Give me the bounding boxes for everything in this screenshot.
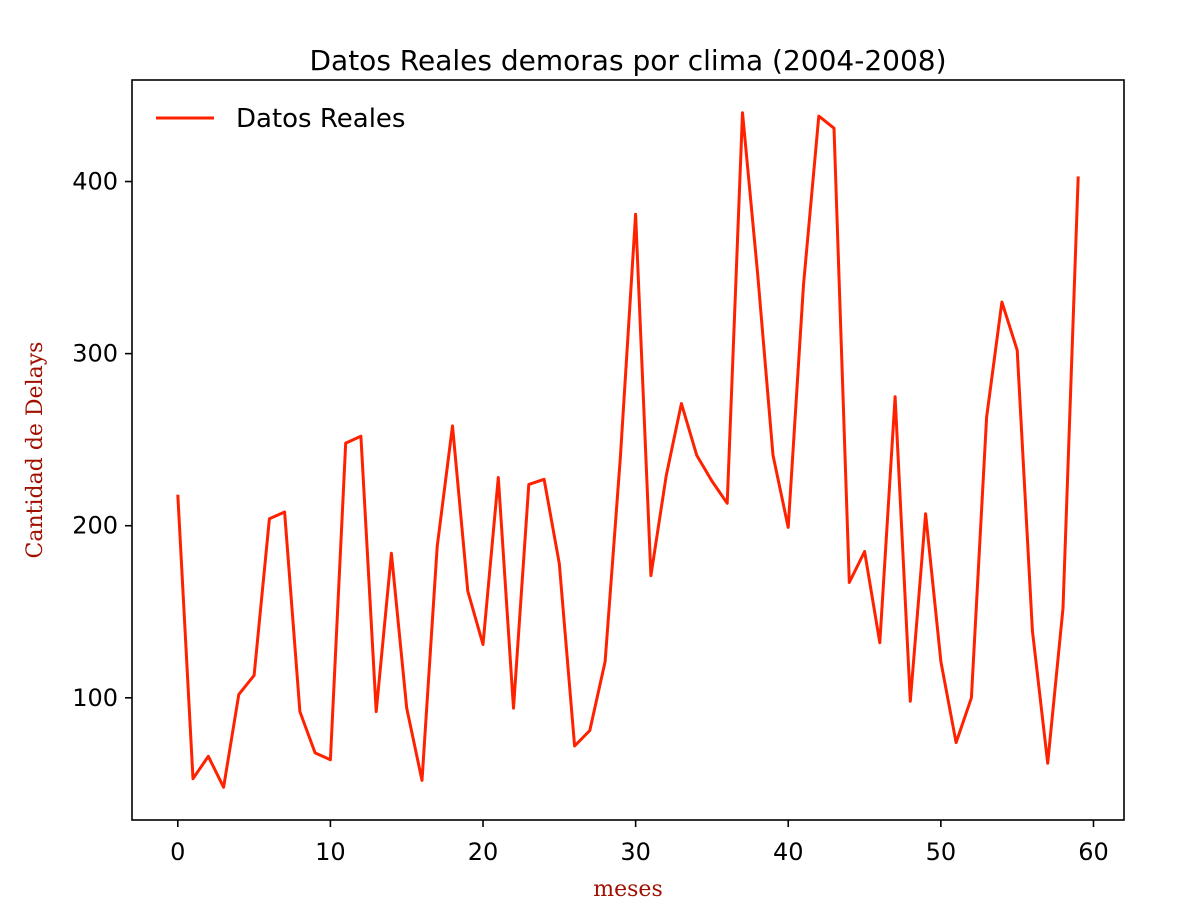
data-point <box>970 696 973 699</box>
data-point <box>222 786 225 789</box>
data-point <box>405 707 408 710</box>
y-tick-label: 300 <box>72 340 118 368</box>
legend: Datos Reales <box>156 104 405 134</box>
data-point <box>436 545 439 548</box>
data-point <box>939 660 942 663</box>
data-point <box>543 478 546 481</box>
data-point <box>726 502 729 505</box>
data-point <box>1062 607 1065 610</box>
x-tick-label: 50 <box>926 838 957 866</box>
data-point <box>497 476 500 479</box>
data-point <box>451 424 454 427</box>
data-point <box>344 442 347 445</box>
data-point <box>1016 349 1019 352</box>
data-point <box>665 474 668 477</box>
data-point <box>756 273 759 276</box>
data-point <box>314 751 317 754</box>
data-point <box>192 777 195 780</box>
data-point <box>772 454 775 457</box>
data-point <box>894 395 897 398</box>
data-point <box>604 660 607 663</box>
series-line-datos-reales <box>176 111 1080 789</box>
legend-label-datos-reales: Datos Reales <box>236 104 405 134</box>
data-point <box>1077 175 1080 178</box>
data-point <box>649 574 652 577</box>
data-point <box>710 480 713 483</box>
data-point <box>588 729 591 732</box>
x-axis: 0 10 20 30 40 50 60 <box>170 820 1109 866</box>
data-point <box>329 758 332 761</box>
x-tick-label: 60 <box>1078 838 1109 866</box>
data-point <box>482 643 485 646</box>
data-point <box>512 707 515 710</box>
data-point <box>573 745 576 748</box>
data-point <box>955 741 958 744</box>
data-point <box>863 550 866 553</box>
x-tick-label: 40 <box>773 838 804 866</box>
data-point <box>848 581 851 584</box>
data-point <box>421 779 424 782</box>
y-tick-label: 200 <box>72 512 118 540</box>
data-point <box>1031 629 1034 632</box>
data-point <box>268 517 271 520</box>
x-tick-label: 0 <box>170 838 185 866</box>
x-tick-label: 30 <box>620 838 651 866</box>
chart-title: Datos Reales demoras por clima (2004-200… <box>309 44 946 77</box>
data-point <box>1000 301 1003 304</box>
data-point <box>924 512 927 515</box>
x-tick-label: 20 <box>468 838 499 866</box>
data-point <box>817 115 820 118</box>
data-point <box>253 674 256 677</box>
data-point <box>1046 762 1049 765</box>
data-point <box>558 562 561 565</box>
data-point <box>878 641 881 644</box>
y-axis: 100 200 300 400 <box>72 168 132 712</box>
data-point <box>207 755 210 758</box>
y-tick-label: 400 <box>72 168 118 196</box>
data-point <box>237 693 240 696</box>
data-point <box>298 710 301 713</box>
data-point <box>390 552 393 555</box>
data-point <box>634 213 637 216</box>
data-point <box>359 435 362 438</box>
x-axis-label: meses <box>593 877 662 902</box>
y-axis-label: Cantidad de Delays <box>23 342 48 559</box>
data-point <box>985 416 988 419</box>
y-tick-label: 100 <box>72 684 118 712</box>
data-point <box>787 526 790 529</box>
data-point <box>680 402 683 405</box>
data-point <box>375 710 378 713</box>
data-point <box>527 483 530 486</box>
data-point <box>283 511 286 514</box>
data-point <box>619 455 622 458</box>
data-point <box>802 283 805 286</box>
data-point <box>909 700 912 703</box>
data-point <box>833 127 836 130</box>
data-point <box>695 454 698 457</box>
plot-area <box>131 79 1125 821</box>
x-tick-label: 10 <box>315 838 346 866</box>
series-layer <box>176 111 1080 789</box>
data-point <box>741 111 744 114</box>
data-point <box>176 493 179 496</box>
data-point <box>466 590 469 593</box>
